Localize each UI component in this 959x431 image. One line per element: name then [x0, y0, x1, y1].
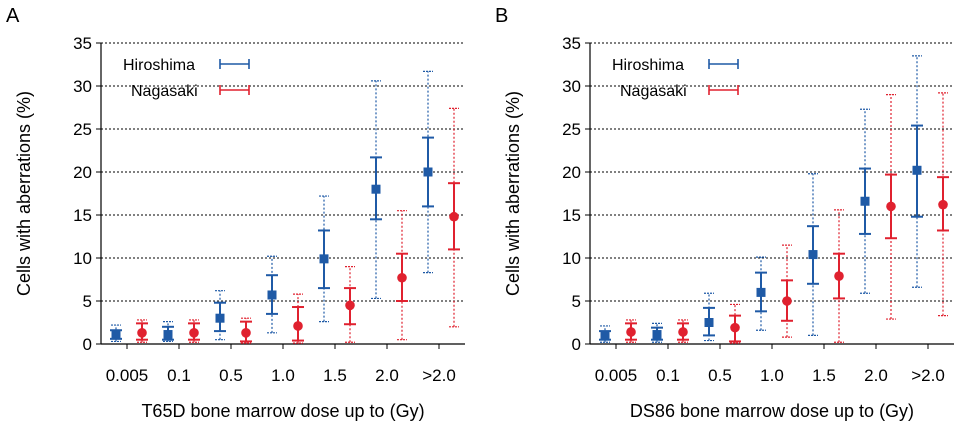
data-point [730, 322, 740, 333]
data-point [782, 296, 792, 306]
x-tick-label: 2.0 [375, 366, 399, 385]
x-tick-label: 0.005 [595, 366, 638, 385]
data-point [163, 330, 173, 340]
panel-letter: A [6, 5, 20, 27]
x-tick-label: 0.005 [106, 366, 149, 385]
x-axis-label: T65D bone marrow dose up to (Gy) [141, 401, 424, 421]
y-tick-label: 25 [73, 120, 92, 139]
panel-a: A 0 5 10 15 20 25 30 35 0.005 0.1 0.5 1.0 1.5 2.0 >2.0 T… [6, 5, 465, 421]
x-tick-label: >2.0 [911, 366, 945, 385]
data-point [215, 313, 225, 323]
data-point [371, 184, 381, 194]
x-tick-label: 1.5 [323, 366, 347, 385]
y-tick-label: 20 [73, 163, 92, 182]
y-tick-label: 30 [562, 77, 581, 96]
data-point [626, 327, 636, 337]
data-point [267, 290, 277, 300]
x-tick-label: 1.0 [760, 366, 784, 385]
data-point [678, 327, 688, 337]
x-tick-label: 0.1 [656, 366, 680, 385]
x-axis-label: DS86 bone marrow dose up to (Gy) [630, 401, 914, 421]
x-tick-label: 1.5 [812, 366, 836, 385]
data-point [345, 300, 355, 311]
y-tick-label: 15 [73, 206, 92, 225]
y-axis-label: Cells with aberrations (%) [14, 91, 34, 296]
data-point [189, 328, 199, 338]
data-point [886, 201, 896, 212]
data-point [652, 330, 662, 340]
y-tick-label: 10 [73, 249, 92, 268]
data-point [808, 250, 818, 260]
panel-b: B 0 5 10 15 20 25 30 35 0.005 0.1 0.5 1.0 1.5 2.0 >2.0 D… [495, 5, 954, 421]
y-tick-label: 0 [83, 335, 92, 354]
data-point [397, 272, 407, 283]
series-hiroshima [110, 70, 434, 343]
data-point [860, 196, 870, 206]
x-tick-label: >2.0 [422, 366, 456, 385]
data-point [600, 330, 610, 340]
legend-label: Hiroshima [612, 57, 684, 74]
legend: Hiroshima Nagasaki [612, 57, 739, 100]
data-point [293, 321, 303, 331]
data-point [756, 287, 766, 297]
series-nagasaki [136, 107, 460, 344]
data-point [449, 211, 459, 222]
data-point [241, 328, 251, 338]
y-tick-label: 25 [562, 120, 581, 139]
data-point [111, 330, 121, 340]
legend: Hiroshima Nagasaki [123, 57, 250, 100]
legend-label: Hiroshima [123, 57, 195, 74]
data-point [319, 254, 329, 264]
panel-letter: B [495, 5, 508, 27]
legend-label: Nagasaki [131, 83, 198, 100]
series-nagasaki [625, 92, 949, 344]
data-point [912, 165, 922, 175]
data-point [423, 167, 433, 177]
legend-label: Nagasaki [620, 83, 687, 100]
y-tick-label: 10 [562, 249, 581, 268]
x-tick-label: 0.5 [708, 366, 732, 385]
y-tick-label: 20 [562, 163, 581, 182]
y-tick-label: 5 [572, 292, 581, 311]
y-tick-label: 35 [562, 34, 581, 53]
y-axis-label: Cells with aberrations (%) [503, 91, 523, 296]
x-tick-label: 0.1 [167, 366, 191, 385]
data-point [938, 199, 948, 210]
data-point [137, 328, 147, 338]
x-tick-label: 0.5 [219, 366, 243, 385]
y-tick-label: 15 [562, 206, 581, 225]
data-point [704, 318, 714, 327]
series-hiroshima [599, 55, 923, 343]
y-tick-label: 0 [572, 335, 581, 354]
y-tick-label: 30 [73, 77, 92, 96]
x-tick-label: 1.0 [271, 366, 295, 385]
y-tick-label: 5 [83, 292, 92, 311]
data-point [834, 271, 844, 281]
y-tick-label: 35 [73, 34, 92, 53]
x-tick-label: 2.0 [864, 366, 888, 385]
